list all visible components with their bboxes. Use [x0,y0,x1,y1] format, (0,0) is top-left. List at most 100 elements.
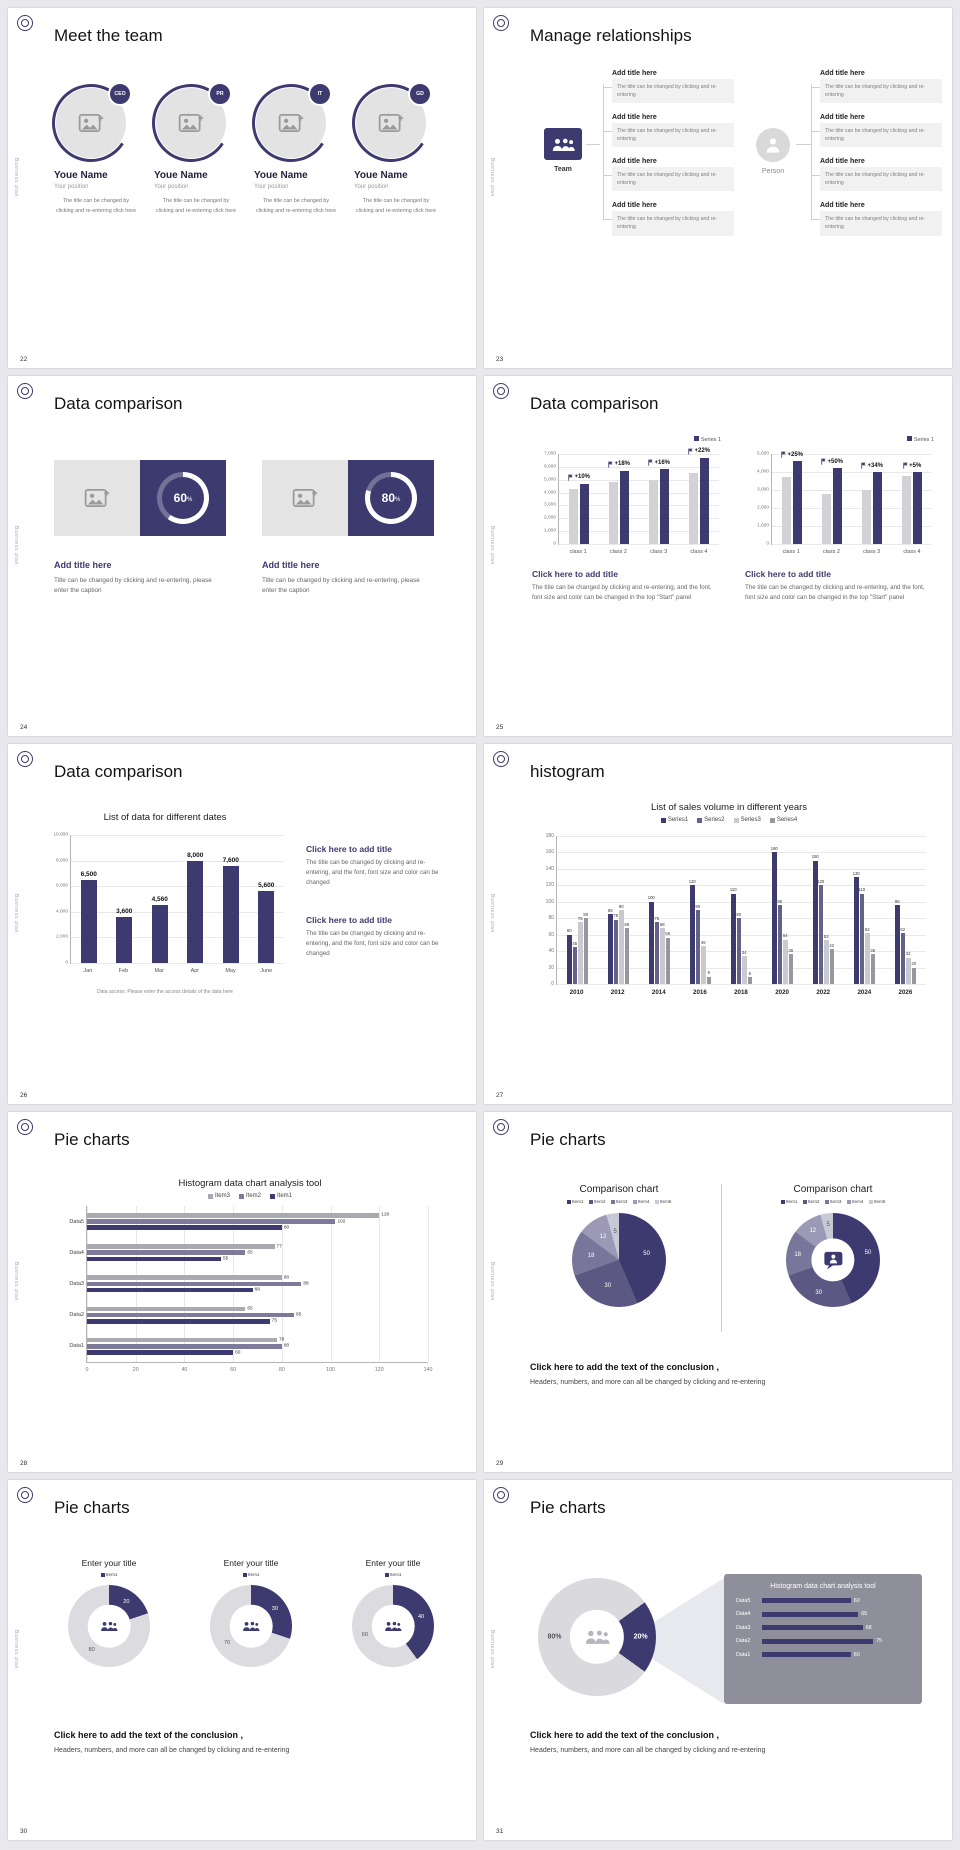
grp: +5% [892,454,932,544]
xt: 80 [278,1367,285,1373]
gl [557,984,926,985]
team-icon-tile [544,128,582,160]
legend-swatch [588,1199,593,1204]
bv: 45 [572,940,578,946]
bar: 75 [578,916,583,984]
donut-trio: Enter your title Item1 20 80 Enter your t… [46,1558,456,1667]
lg-it: Item4 [846,1199,864,1204]
yt: 40 [548,948,554,955]
bv: 7,600 [222,856,239,864]
hrow: Data1 78 80 60 [69,1337,428,1355]
bar: 62 [865,927,870,984]
plotbox: 5,000 4,000 3,000 2,000 1,000 0 +25% +50% +34% +5… [757,452,932,547]
slide-26-data-comparison-monthly[interactable]: Business plan Data comparison List of da… [8,744,476,1104]
lg-tx: Item1 [786,1199,798,1204]
plab: Data5 [736,1597,751,1604]
cat: 2022 [816,989,831,996]
legend-swatch [780,1199,785,1204]
slide-22-meet-the-team[interactable]: Business plan Meet the team CEO Youe Nam… [8,8,476,368]
bv: 130 [852,870,860,876]
gl [559,492,719,494]
gl [557,951,926,953]
bar: 96 [895,899,900,984]
hv: 120 [381,1212,390,1218]
slide-title: Meet the team [54,26,163,45]
conclusion-title: Click here to add the text of the conclu… [54,1730,244,1740]
chart-title: Enter your title [81,1558,137,1568]
legend-swatch [384,1572,389,1577]
chart-title: Comparison chart [579,1184,659,1195]
slide-24-data-comparison-gauges[interactable]: Business plan Data comparison 60% Add ti… [8,376,476,736]
member-name: Youe Name [154,170,208,181]
grp: 150 120 53 42 [803,836,844,984]
slide-28-horizontal-bars[interactable]: Business plan Pie charts Histogram data … [8,1112,476,1472]
slide-23-manage-relationships[interactable]: Business plan Manage relationships Team … [484,8,952,368]
hv: 78 [278,1337,285,1343]
yt: 20 [548,964,554,971]
slide-30-donut-trio[interactable]: Business plan Pie charts Enter your titl… [8,1480,476,1840]
pbar [762,1598,851,1603]
bar [782,477,791,544]
donut-block: Enter your title Item1 40 60 [330,1558,456,1667]
bar: 8 [747,971,752,984]
side-label: Business plan [13,526,19,565]
slide-25-data-comparison-bars[interactable]: Business plan Data comparison Series 1 7… [484,376,952,736]
cat: class 1 [569,549,587,555]
hb: 80 [87,1275,289,1280]
chart-legend: Series 1 [532,436,721,445]
bv: 42 [829,942,835,948]
side-label: Business plan [489,158,495,197]
hrow: Data4 77 65 55 [69,1244,428,1261]
legend-swatch [733,817,739,823]
slide-27-histogram[interactable]: Business plan histogram List of sales vo… [484,744,952,1104]
chart-legend: Series1 Series2 Series3 Series4 [530,817,928,823]
bv: 75 [654,915,660,921]
slide-31-donut-with-panel[interactable]: Business plan Pie charts 20% 80% Histogra… [484,1480,952,1840]
lg-tx: Item3 [830,1199,842,1204]
page-number: 24 [20,724,28,731]
pwrap: 65 [762,1611,910,1617]
bar: 120 [817,879,824,984]
legend-swatch [654,1199,659,1204]
yt: 140 [545,865,554,872]
hole [229,1604,273,1648]
pl: 5 [613,1229,617,1236]
team-label: Team [554,166,572,173]
image-placeholder-icon [378,112,404,134]
gl [557,901,926,903]
slide-29-pie-charts[interactable]: Business plan Pie charts Comparison char… [484,1112,952,1472]
donut-chart: 20 80 [68,1585,150,1667]
team-member: GD Youe Name Your position The title can… [354,82,442,216]
legend-swatch [270,1193,275,1199]
prow: Data1 60 [736,1652,910,1658]
pwrap: 68 [762,1625,910,1631]
pval: 65 [861,1611,868,1617]
caption-blocks: Click here to add title The title can be… [306,832,448,985]
cat: Feb [118,968,129,974]
bv: 150 [811,854,819,860]
legend-swatch [697,817,703,823]
cat: class 4 [903,549,921,555]
legend-swatch [846,1199,851,1204]
conclusion-body: Headers, numbers, and more can all be ch… [54,1747,290,1754]
hrow: Data5 120 102 80 [69,1212,428,1230]
relation-box-title: Add title here [820,202,865,210]
relation-box: Add title here The title can be changed … [811,158,942,192]
yt: 1,000 [756,523,769,529]
yt: 0 [766,541,769,547]
horizontal-bar-chart: 0 20 40 60 80 100 120 140 Data5 120 102 80 Data4 77 65… [60,1204,440,1376]
lg-it: Item1 [566,1199,584,1204]
donut-block: Enter your title Item1 30 70 [188,1558,314,1667]
bar: 90 [695,904,700,984]
relation-box-body: The title can be changed by clicking and… [612,167,734,192]
conclusion-title: Click here to add the text of the conclu… [530,1730,720,1740]
bv: 9 [707,970,710,976]
gl [557,836,926,837]
chart-legend: Item3 Item2 Item1 [60,1193,440,1199]
hole [811,1238,855,1282]
bar: 20 [911,961,916,984]
plotbox: 180 160 140 120 100 80 60 40 20 0 60 45 75 80 85 78 90 68… [546,833,926,987]
bar [609,482,618,544]
bv: 80 [583,911,589,917]
person-icon-circle [756,128,790,162]
